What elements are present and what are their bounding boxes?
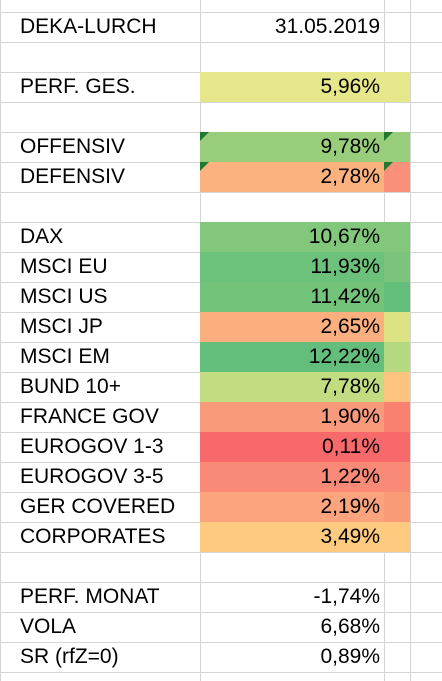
gridline-horizontal [0,672,442,673]
asset-label-cell[interactable]: MSCI EM [20,345,110,368]
asset-label-cell[interactable]: CORPORATES [20,525,166,548]
summary-label-cell[interactable]: PERF. GES. [20,75,136,98]
gridline-horizontal [0,552,442,553]
asset-label-cell[interactable]: GER COVERED [20,495,176,518]
asset-value-cell[interactable]: 1,90% [200,402,384,432]
asset-value-cell[interactable]: 1,22% [200,462,384,492]
asset-extra-cell[interactable] [384,282,410,312]
asset-extra-cell[interactable] [384,312,410,342]
asset-value-cell[interactable]: 11,93% [200,252,384,282]
strategy-extra-cell[interactable] [384,132,410,162]
comment-indicator-icon [200,162,209,171]
comment-indicator-icon [384,132,393,141]
summary-extra-cell[interactable] [384,72,410,102]
asset-extra-cell[interactable] [384,252,410,282]
asset-value-cell[interactable]: 12,22% [200,342,384,372]
stat-value-cell[interactable]: -1,74% [313,585,380,608]
asset-value-cell[interactable]: 11,42% [200,282,384,312]
asset-value-cell[interactable]: 7,78% [200,372,384,402]
asset-extra-cell[interactable] [384,402,410,432]
stat-label-cell[interactable]: SR (rfZ=0) [20,645,119,668]
asset-label-cell[interactable]: BUND 10+ [20,375,121,398]
gridline-horizontal [0,582,442,583]
asset-extra-cell[interactable] [384,492,410,522]
asset-label-cell[interactable]: MSCI EU [20,255,108,278]
header-date-cell[interactable]: 31.05.2019 [274,15,380,38]
asset-value-cell[interactable]: 10,67% [200,222,384,252]
gridline-horizontal [0,102,442,103]
header-title-cell[interactable]: DEKA-LURCH [20,15,157,38]
gridline-horizontal [0,642,442,643]
comment-indicator-icon [200,132,209,141]
strategy-value-cell[interactable]: 2,78% [200,162,384,192]
asset-extra-cell[interactable] [384,462,410,492]
gridline-vertical [410,0,411,681]
asset-label-cell[interactable]: MSCI US [20,285,108,308]
asset-value-cell[interactable]: 3,49% [200,522,384,552]
strategy-extra-cell[interactable] [384,162,410,192]
asset-label-cell[interactable]: FRANCE GOV [20,405,159,428]
summary-value-cell[interactable]: 5,96% [200,72,384,102]
stat-label-cell[interactable]: VOLA [20,615,77,638]
asset-extra-cell[interactable] [384,372,410,402]
asset-extra-cell[interactable] [384,222,410,252]
asset-extra-cell[interactable] [384,342,410,372]
asset-value-cell[interactable]: 2,65% [200,312,384,342]
comment-indicator-icon [384,162,393,171]
strategy-value-cell[interactable]: 9,78% [200,132,384,162]
strategy-label-cell[interactable]: DEFENSIV [20,165,126,188]
asset-label-cell[interactable]: EUROGOV 3-5 [20,465,164,488]
strategy-label-cell[interactable]: OFFENSIV [20,135,126,158]
asset-label-cell[interactable]: DAX [20,225,64,248]
asset-value-cell[interactable]: 0,11% [200,432,384,462]
gridline-vertical [0,0,1,681]
stat-value-cell[interactable]: 6,68% [320,615,380,638]
gridline-horizontal [0,612,442,613]
asset-extra-cell[interactable] [384,522,410,552]
asset-label-cell[interactable]: EUROGOV 1-3 [20,435,164,458]
asset-extra-cell[interactable] [384,432,410,462]
gridline-horizontal [0,42,442,43]
asset-label-cell[interactable]: MSCI JP [20,315,103,338]
stat-value-cell[interactable]: 0,89% [320,645,380,668]
gridline-horizontal [0,12,442,13]
gridline-horizontal [0,192,442,193]
asset-value-cell[interactable]: 2,19% [200,492,384,522]
stat-label-cell[interactable]: PERF. MONAT [20,585,160,608]
